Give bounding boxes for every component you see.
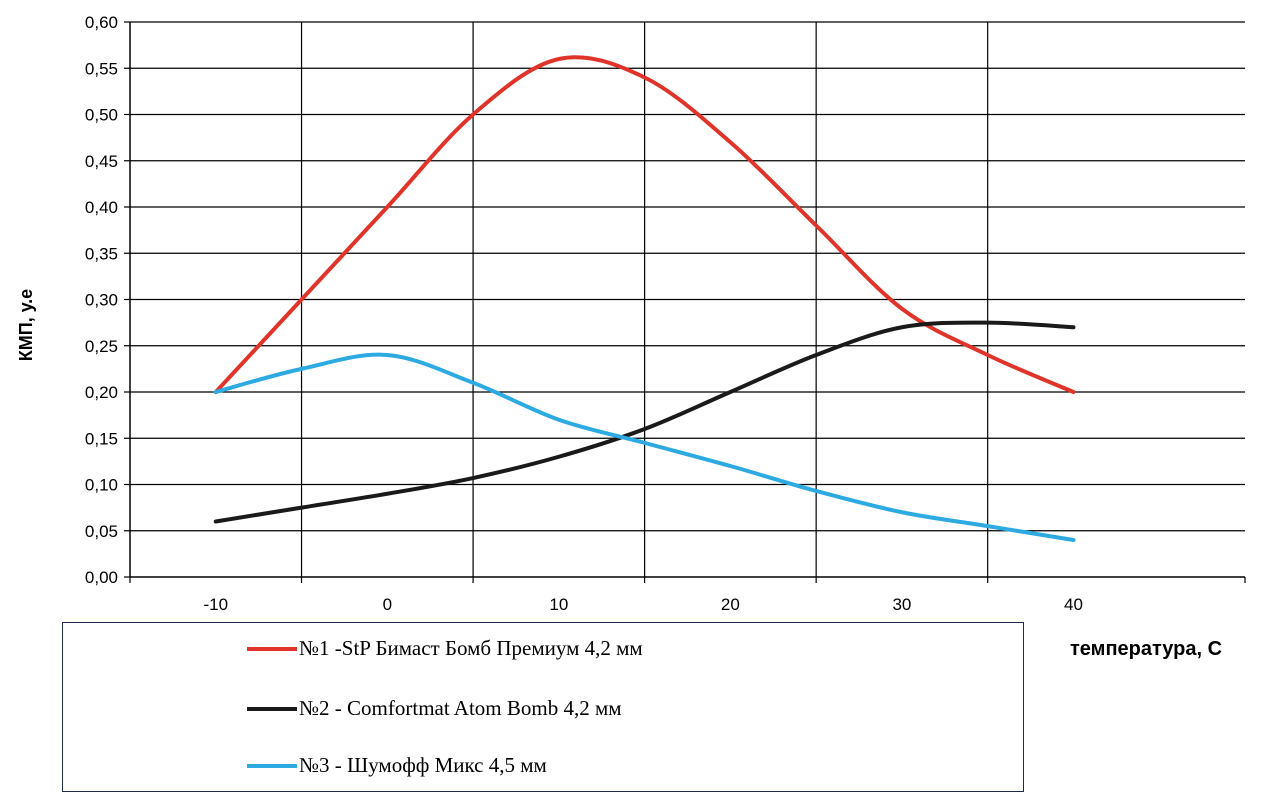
x-tick-label: 20: [721, 595, 740, 614]
tick-labels: 0,00 0,05 0,10 0,15 0,20 0,25 0,30 0,35 0,40 0,45…: [85, 13, 1083, 614]
y-tick-label: 0,05: [85, 522, 118, 541]
y-tick-label: 0,25: [85, 337, 118, 356]
series-lines: [213, 55, 1076, 542]
legend-swatch-series-2: [247, 706, 297, 711]
x-tick-label: 40: [1064, 595, 1083, 614]
legend-label-series-3: №3 - Шумофф Микс 4,5 мм: [299, 753, 547, 777]
y-tick-label: 0,15: [85, 429, 118, 448]
y-tick-label: 0,10: [85, 476, 118, 495]
y-axis-label: КМП, у.е: [16, 289, 36, 361]
series-line-2: [213, 320, 1076, 524]
series-line-1: [213, 55, 1076, 394]
x-tick-label: 30: [892, 595, 911, 614]
y-tick-label: 0,50: [85, 106, 118, 125]
y-tick-label: 0,55: [85, 59, 118, 78]
y-tick-label: 0,45: [85, 152, 118, 171]
axes: [124, 21, 1246, 583]
series-line-3: [213, 352, 1076, 542]
y-tick-label: 0,30: [85, 291, 118, 310]
legend-label-series-1: №1 -StP Бимаст Бомб Премиум 4,2 мм: [299, 636, 643, 660]
y-tick-label: 0,35: [85, 244, 118, 263]
y-tick-label: 0,40: [85, 198, 118, 217]
x-tick-label: 10: [549, 595, 568, 614]
legend: №1 -StP Бимаст Бомб Премиум 4,2 мм №2 - …: [62, 622, 1024, 792]
x-tick-label: 0: [383, 595, 392, 614]
legend-item-series-1: №1 -StP Бимаст Бомб Премиум 4,2 мм: [247, 636, 643, 661]
legend-item-series-2: №2 - Comfortmat Atom Bomb 4,2 мм: [247, 696, 622, 721]
x-axis-label: температура, С: [1070, 638, 1223, 660]
legend-swatch-series-1: [247, 646, 297, 651]
legend-label-series-2: №2 - Comfortmat Atom Bomb 4,2 мм: [299, 696, 622, 720]
legend-swatch-series-3: [247, 763, 297, 768]
y-tick-label: 0,20: [85, 383, 118, 402]
legend-item-series-3: №3 - Шумофф Микс 4,5 мм: [247, 753, 547, 778]
y-tick-label: 0,60: [85, 13, 118, 32]
x-tick-label: -10: [203, 595, 228, 614]
top-edge: [0, 0, 1280, 6]
y-tick-label: 0,00: [85, 568, 118, 587]
